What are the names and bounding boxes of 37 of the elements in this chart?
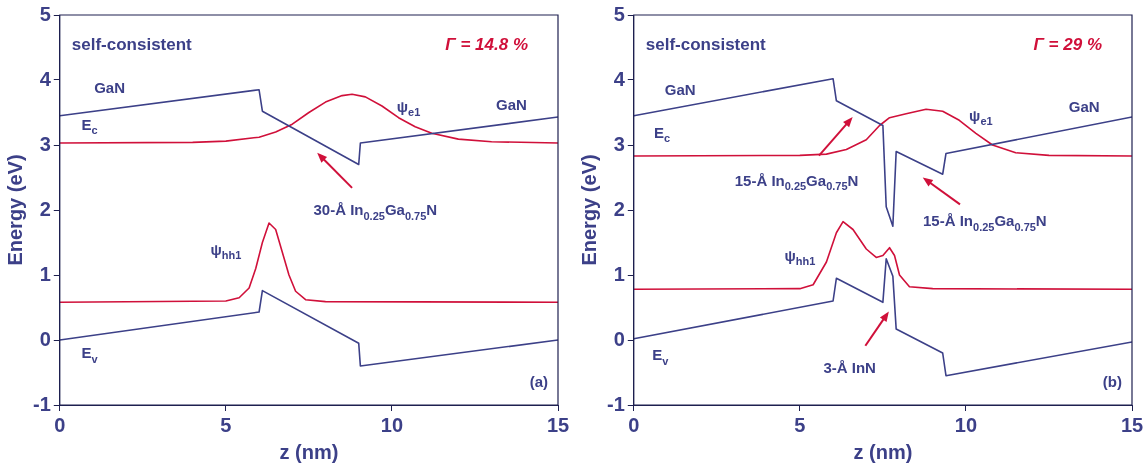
y-tick-label: -1 [32, 392, 51, 415]
y-tick-label: -1 [606, 392, 625, 415]
y-tick-label: 2 [613, 197, 625, 220]
annotation: Γ = 14.8 % [445, 34, 528, 54]
y-tick-label: 1 [39, 262, 51, 285]
y-tick-label: 4 [613, 67, 626, 90]
y-tick-label: 2 [39, 197, 51, 220]
x-tick-label: 10 [954, 413, 978, 436]
annotation: 3-Å InN [823, 358, 876, 376]
y-tick-label: 4 [39, 67, 52, 90]
y-tick-label: 3 [39, 132, 51, 155]
y-tick-label: 5 [39, 2, 51, 25]
x-tick-label: 15 [546, 413, 570, 436]
y-axis-title: Energy (eV) [577, 154, 600, 266]
x-tick-label: 0 [54, 413, 66, 436]
y-axis-title: Energy (eV) [3, 154, 26, 266]
y-tick-label: 0 [39, 327, 51, 350]
annotation: (a) [529, 373, 549, 391]
annotation: GaN [496, 96, 527, 114]
y-tick-label: 3 [613, 132, 625, 155]
annotation: self-consistent [71, 34, 193, 54]
x-axis-title: z (nm) [279, 440, 339, 463]
annotation: (b) [1102, 373, 1122, 391]
x-tick-label: 0 [628, 413, 640, 436]
annotation: GaN [1068, 98, 1100, 116]
x-tick-label: 5 [220, 413, 232, 436]
x-tick-label: 5 [794, 413, 806, 436]
y-tick-label: 0 [613, 327, 625, 350]
annotation: self-consistent [645, 34, 767, 54]
x-tick-label: 15 [1120, 413, 1144, 436]
y-tick-label: 5 [613, 2, 625, 25]
x-tick-label: 10 [380, 413, 404, 436]
annotation: Γ = 29 % [1033, 34, 1103, 54]
x-axis-title: z (nm) [853, 440, 913, 463]
annotation: GaN [94, 78, 126, 96]
y-tick-label: 1 [613, 262, 625, 285]
annotation: GaN [664, 81, 696, 99]
